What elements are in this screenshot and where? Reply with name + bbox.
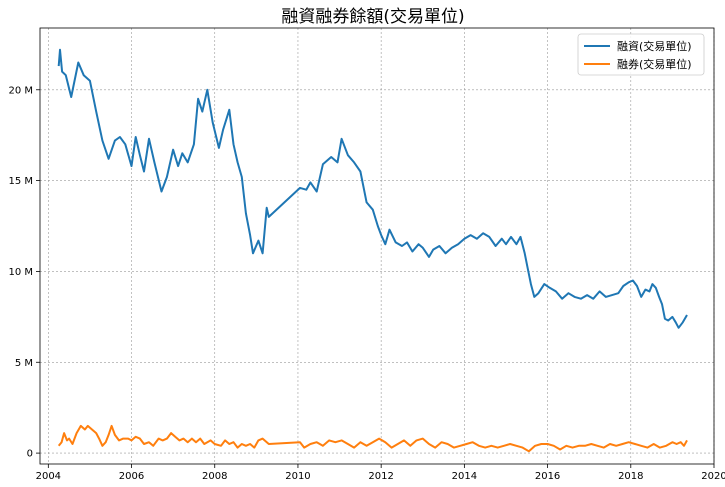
x-axis: 2004 2006 2008 2010 2012 2014 2016 2018 2020: [36, 464, 725, 482]
series-lines: [57, 48, 688, 453]
y-axis: 0 5 M 10 M 15 M 20 M: [8, 85, 40, 460]
y-tick-label: 0: [27, 449, 33, 460]
chart-title: 融資融券餘額(交易單位): [281, 7, 464, 27]
y-tick-label: 5 M: [15, 358, 33, 369]
x-tick-label: 2006: [119, 471, 144, 482]
x-tick-label: 2018: [618, 471, 643, 482]
plot-area-frame: [39, 27, 715, 465]
legend: 融資(交易單位) 融券(交易單位): [577, 33, 705, 76]
legend-label-short-sell: 融券(交易單位): [617, 57, 692, 71]
x-tick-label: 2016: [535, 471, 560, 482]
y-tick-label: 20 M: [8, 85, 33, 96]
x-tick-label: 2020: [701, 471, 725, 482]
grid-lines: [40, 28, 715, 464]
y-tick-label: 15 M: [8, 176, 33, 187]
x-tick-label: 2004: [36, 471, 61, 482]
series-line-short-sell: [57, 424, 688, 453]
x-tick-label: 2014: [452, 471, 477, 482]
y-tick-label: 10 M: [8, 267, 33, 278]
x-tick-label: 2010: [285, 471, 310, 482]
legend-label-margin-buy: 融資(交易單位): [617, 39, 692, 53]
series-line-margin-buy: [57, 48, 688, 329]
x-tick-label: 2012: [368, 471, 393, 482]
x-tick-label: 2008: [202, 471, 227, 482]
